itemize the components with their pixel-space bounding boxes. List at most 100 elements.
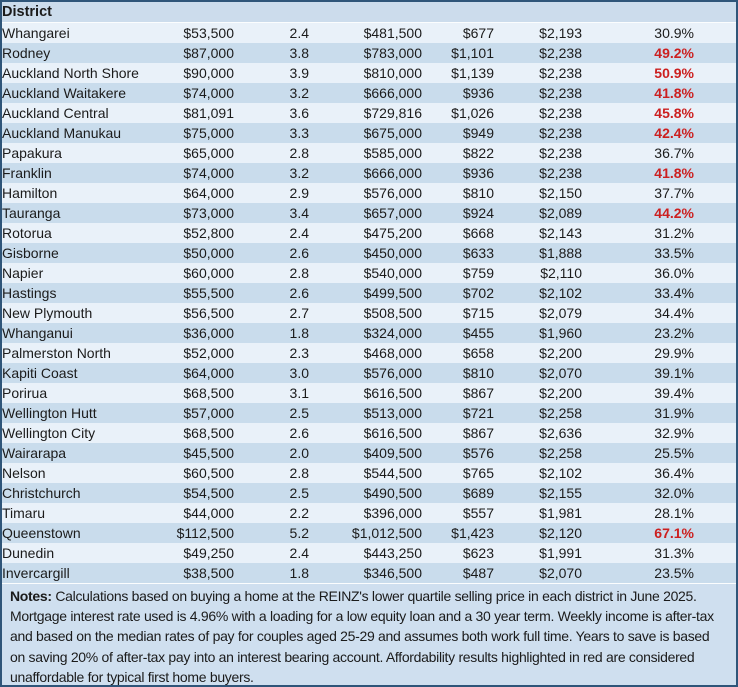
table-row: Whangarei $53,500 2.4 $481,500 $677 $2,1…: [2, 22, 736, 43]
notes-text: Calculations based on buying a home at t…: [10, 588, 714, 685]
cell-weekly-payment: $1,026: [422, 103, 494, 123]
cell-deposit: $49,250: [172, 543, 234, 563]
cell-filler: [694, 143, 736, 163]
cell-district: Whangarei: [2, 22, 172, 43]
cell-years: 3.2: [234, 163, 309, 183]
cell-district: Papakura: [2, 143, 172, 163]
cell-affordability-percent: 39.1%: [582, 363, 694, 383]
cell-affordability-percent: 45.8%: [582, 103, 694, 123]
cell-affordability-percent: 36.7%: [582, 143, 694, 163]
cell-weekly-payment: $689: [422, 483, 494, 503]
cell-filler: [694, 483, 736, 503]
cell-price: $499,500: [309, 283, 422, 303]
table-row: Invercargill $38,500 1.8 $346,500 $487 $…: [2, 563, 736, 583]
table-row: New Plymouth $56,500 2.7 $508,500 $715 $…: [2, 303, 736, 323]
cell-weekly-income: $2,110: [494, 263, 582, 283]
cell-filler: [694, 43, 736, 63]
cell-filler: [694, 123, 736, 143]
cell-weekly-income: $2,238: [494, 123, 582, 143]
cell-price: $409,500: [309, 443, 422, 463]
cell-weekly-payment: $1,423: [422, 523, 494, 543]
table-row: Queenstown $112,500 5.2 $1,012,500 $1,42…: [2, 523, 736, 543]
cell-affordability-percent: 23.5%: [582, 563, 694, 583]
cell-price: $576,000: [309, 363, 422, 383]
cell-weekly-payment: $759: [422, 263, 494, 283]
cell-filler: [694, 503, 736, 523]
cell-weekly-income: $2,070: [494, 563, 582, 583]
cell-weekly-payment: $633: [422, 243, 494, 263]
table-row: Palmerston North $52,000 2.3 $468,000 $6…: [2, 343, 736, 363]
cell-district: Auckland North Shore: [2, 63, 172, 83]
cell-filler: [694, 183, 736, 203]
table-row: Wairarapa $45,500 2.0 $409,500 $576 $2,2…: [2, 443, 736, 463]
cell-affordability-percent: 36.4%: [582, 463, 694, 483]
cell-deposit: $75,000: [172, 123, 234, 143]
cell-years: 3.4: [234, 203, 309, 223]
cell-deposit: $53,500: [172, 22, 234, 43]
cell-affordability-percent: 30.9%: [582, 22, 694, 43]
cell-weekly-income: $1,981: [494, 503, 582, 523]
cell-district: Queenstown: [2, 523, 172, 543]
cell-deposit: $60,000: [172, 263, 234, 283]
cell-weekly-income: $2,102: [494, 463, 582, 483]
cell-deposit: $36,000: [172, 323, 234, 343]
cell-district: Wellington City: [2, 423, 172, 443]
cell-affordability-percent: 32.0%: [582, 483, 694, 503]
cell-weekly-payment: $715: [422, 303, 494, 323]
table-row: Porirua $68,500 3.1 $616,500 $867 $2,200…: [2, 383, 736, 403]
table-row: Dunedin $49,250 2.4 $443,250 $623 $1,991…: [2, 543, 736, 563]
cell-price: $490,500: [309, 483, 422, 503]
cell-district: Invercargill: [2, 563, 172, 583]
cell-years: 2.4: [234, 543, 309, 563]
table-row: Franklin $74,000 3.2 $666,000 $936 $2,23…: [2, 163, 736, 183]
cell-affordability-percent: 37.7%: [582, 183, 694, 203]
cell-weekly-income: $2,143: [494, 223, 582, 243]
cell-price: $1,012,500: [309, 523, 422, 543]
table-row: Auckland Waitakere $74,000 3.2 $666,000 …: [2, 83, 736, 103]
cell-affordability-percent: 34.4%: [582, 303, 694, 323]
cell-weekly-payment: $721: [422, 403, 494, 423]
cell-weekly-income: $2,102: [494, 283, 582, 303]
table-row: Papakura $65,000 2.8 $585,000 $822 $2,23…: [2, 143, 736, 163]
cell-price: $666,000: [309, 83, 422, 103]
cell-weekly-payment: $936: [422, 163, 494, 183]
cell-filler: [694, 463, 736, 483]
cell-weekly-payment: $1,101: [422, 43, 494, 63]
table-row: Napier $60,000 2.8 $540,000 $759 $2,110 …: [2, 263, 736, 283]
cell-deposit: $38,500: [172, 563, 234, 583]
table-header-row: District: [2, 2, 736, 23]
cell-price: $810,000: [309, 63, 422, 83]
cell-weekly-payment: $658: [422, 343, 494, 363]
cell-district: Auckland Manukau: [2, 123, 172, 143]
cell-weekly-income: $2,238: [494, 63, 582, 83]
cell-filler: [694, 103, 736, 123]
cell-years: 2.6: [234, 243, 309, 263]
cell-district: Kapiti Coast: [2, 363, 172, 383]
cell-filler: [694, 63, 736, 83]
cell-filler: [694, 263, 736, 283]
cell-district: Rotorua: [2, 223, 172, 243]
cell-price: $675,000: [309, 123, 422, 143]
cell-deposit: $90,000: [172, 63, 234, 83]
cell-price: $481,500: [309, 22, 422, 43]
cell-affordability-percent: 33.5%: [582, 243, 694, 263]
cell-years: 2.0: [234, 443, 309, 463]
table-row: Nelson $60,500 2.8 $544,500 $765 $2,102 …: [2, 463, 736, 483]
cell-deposit: $68,500: [172, 383, 234, 403]
cell-years: 3.0: [234, 363, 309, 383]
cell-weekly-payment: $623: [422, 543, 494, 563]
table-row: Hamilton $64,000 2.9 $576,000 $810 $2,15…: [2, 183, 736, 203]
cell-filler: [694, 163, 736, 183]
cell-deposit: $50,000: [172, 243, 234, 263]
table-row: Wellington City $68,500 2.6 $616,500 $86…: [2, 423, 736, 443]
table-row: Wellington Hutt $57,000 2.5 $513,000 $72…: [2, 403, 736, 423]
table-row: Rodney $87,000 3.8 $783,000 $1,101 $2,23…: [2, 43, 736, 63]
cell-deposit: $112,500: [172, 523, 234, 543]
cell-district: Napier: [2, 263, 172, 283]
cell-deposit: $73,000: [172, 203, 234, 223]
cell-years: 2.9: [234, 183, 309, 203]
cell-filler: [694, 363, 736, 383]
cell-years: 3.6: [234, 103, 309, 123]
cell-weekly-income: $1,960: [494, 323, 582, 343]
